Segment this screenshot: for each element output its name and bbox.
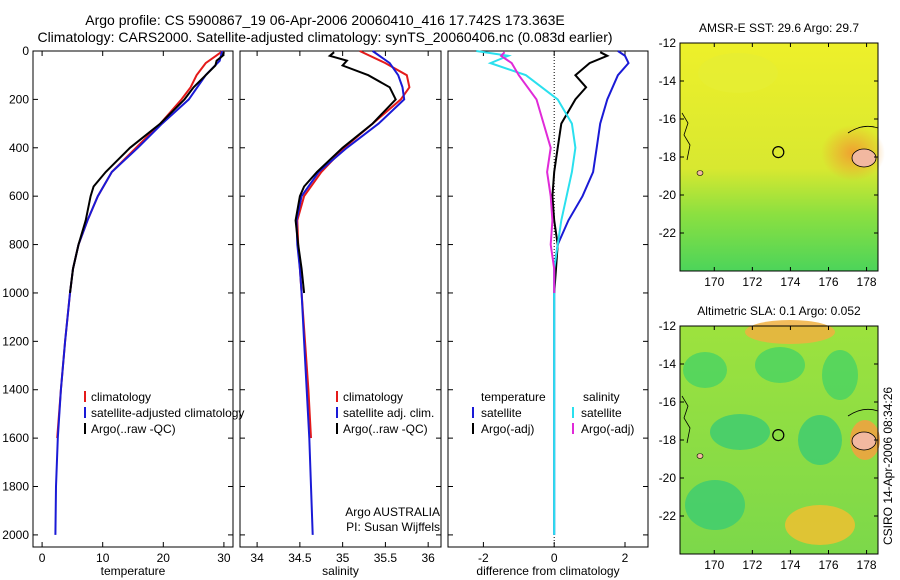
salinity-xtick-label: 35 (336, 551, 350, 565)
salinity-legend-label: Argo(..raw -QC) (343, 422, 428, 436)
sst-argo-marker (772, 145, 785, 159)
sst-ytick-label: -12 (659, 36, 677, 50)
temperature-xlabel: temperature (101, 564, 166, 578)
salinity-series-black (294, 51, 397, 294)
salinity-xlabel: salinity (322, 564, 359, 578)
sla-xtick-label: 170 (704, 558, 724, 572)
sst-ytick-label: -18 (659, 150, 677, 164)
diff-legend-label: Argo(-adj) (481, 422, 534, 436)
depth-tick-label: 1800 (2, 480, 29, 494)
sst-xtick-label: 174 (780, 275, 800, 289)
plot-title-line1: Argo profile: CS 5900867_19 06-Apr-2006 … (85, 12, 565, 28)
sla-anomaly-blob (745, 320, 835, 344)
salinity-xtick-label: 34 (250, 551, 264, 565)
depth-tick-label: 600 (9, 189, 29, 203)
sst-ytick-label: -20 (659, 188, 677, 202)
sst-xtick-label: 176 (818, 275, 838, 289)
temperature-legend-label: satellite-adjusted climatology (91, 406, 244, 420)
difference-series-magenta (499, 51, 556, 293)
depth-tick-label: 800 (9, 238, 29, 252)
sst-ytick-label: -16 (659, 112, 677, 126)
diff-legend-temperature-title: temperature (481, 390, 546, 404)
depth-tick-label: 400 (9, 141, 29, 155)
sla-xtick-label: 174 (780, 558, 800, 572)
temperature-axes-frame (32, 50, 234, 548)
diff-legend-label: satellite (581, 406, 622, 420)
sst-reef-outline (847, 125, 879, 134)
sla-anomaly-blob (755, 347, 805, 383)
depth-tick-label: 1600 (2, 431, 29, 445)
sla-anomaly-blob (685, 480, 745, 530)
temperature-xtick-label: 0 (39, 551, 46, 565)
temperature-xtick-label: 20 (157, 551, 171, 565)
salinity-xtick-label: 36 (421, 551, 435, 565)
sst-ytick-label: -14 (659, 74, 677, 88)
sla-ytick-label: -20 (659, 471, 677, 485)
sla-title: Altimetric SLA: 0.1 Argo: 0.052 (697, 304, 861, 318)
depth-tick-label: 1400 (2, 383, 29, 397)
sst-xtick-label: 172 (742, 275, 762, 289)
diff-legend-label: satellite (481, 406, 522, 420)
sla-xtick-label: 176 (818, 558, 838, 572)
diff-legend-label: Argo(-adj) (581, 422, 634, 436)
sla-island-fiji (851, 431, 877, 451)
sla-anomaly-blob (683, 352, 727, 388)
sla-ytick-label: -16 (659, 395, 677, 409)
sst-xtick-label: 170 (704, 275, 724, 289)
sst-coastline-vanuatu (681, 112, 691, 161)
difference-xtick-label: 0 (551, 551, 558, 565)
difference-axes-frame (447, 50, 649, 548)
sst-island-fiji (851, 148, 877, 168)
sla-xtick-label: 172 (742, 558, 762, 572)
salinity-legend-label: satellite adj. clim. (343, 406, 434, 420)
timestamp-side-label: CSIRO 14-Apr-2006 08:34:26 (881, 387, 895, 545)
diff-legend-salinity-title: salinity (583, 390, 620, 404)
temperature-xtick-label: 30 (217, 551, 231, 565)
difference-xtick-label: 2 (622, 551, 629, 565)
sst-island-small (696, 170, 704, 176)
sla-coastline-vanuatu (681, 395, 691, 444)
temperature-legend-label: Argo(..raw -QC) (91, 422, 176, 436)
sla-anomaly-blob (822, 350, 858, 400)
temperature-xtick-label: 10 (96, 551, 110, 565)
temperature-legend-label: climatology (91, 390, 151, 404)
sla-argo-marker (772, 428, 785, 442)
depth-tick-label: 2000 (2, 528, 29, 542)
sla-island-small (696, 453, 704, 459)
sst-warm-patch (821, 125, 885, 181)
sla-ytick-label: -22 (659, 509, 677, 523)
plot-title-line2: Climatology: CARS2000. Satellite-adjuste… (37, 29, 613, 45)
sst-xtick-label: 178 (857, 275, 877, 289)
sst-title: AMSR-E SST: 29.6 Argo: 29.7 (699, 21, 859, 35)
temperature-series-black (69, 51, 225, 294)
depth-tick-label: 1000 (2, 286, 29, 300)
difference-xtick-label: -2 (478, 551, 489, 565)
difference-series-black (551, 51, 610, 294)
salinity-xtick-label: 35.5 (374, 551, 398, 565)
salinity-legend-label: climatology (343, 390, 403, 404)
depth-tick-label: 200 (9, 92, 29, 106)
sla-ytick-label: -12 (659, 319, 677, 333)
sla-anomaly-blob (710, 414, 770, 450)
sst-ytick-label: -22 (659, 226, 677, 240)
depth-tick-label: 1200 (2, 334, 29, 348)
salinity-xtick-label: 34.5 (288, 551, 312, 565)
argo-annotation-line2: PI: Susan Wijffels (346, 520, 440, 534)
difference-series-cyan (476, 50, 577, 535)
salinity-axes-frame (239, 50, 442, 548)
depth-tick-label: 0 (22, 44, 29, 58)
sla-ytick-label: -14 (659, 357, 677, 371)
sla-xtick-label: 178 (857, 558, 877, 572)
difference-xlabel: difference from climatology (476, 564, 619, 578)
sla-anomaly-blob (785, 505, 855, 545)
sla-anomaly-blob (798, 415, 842, 465)
sla-ytick-label: -18 (659, 433, 677, 447)
salinity-series-blue (295, 50, 406, 535)
sst-patch (698, 53, 778, 93)
sla-reef-outline (847, 408, 879, 417)
argo-annotation-line1: Argo AUSTRALIA (345, 505, 440, 519)
